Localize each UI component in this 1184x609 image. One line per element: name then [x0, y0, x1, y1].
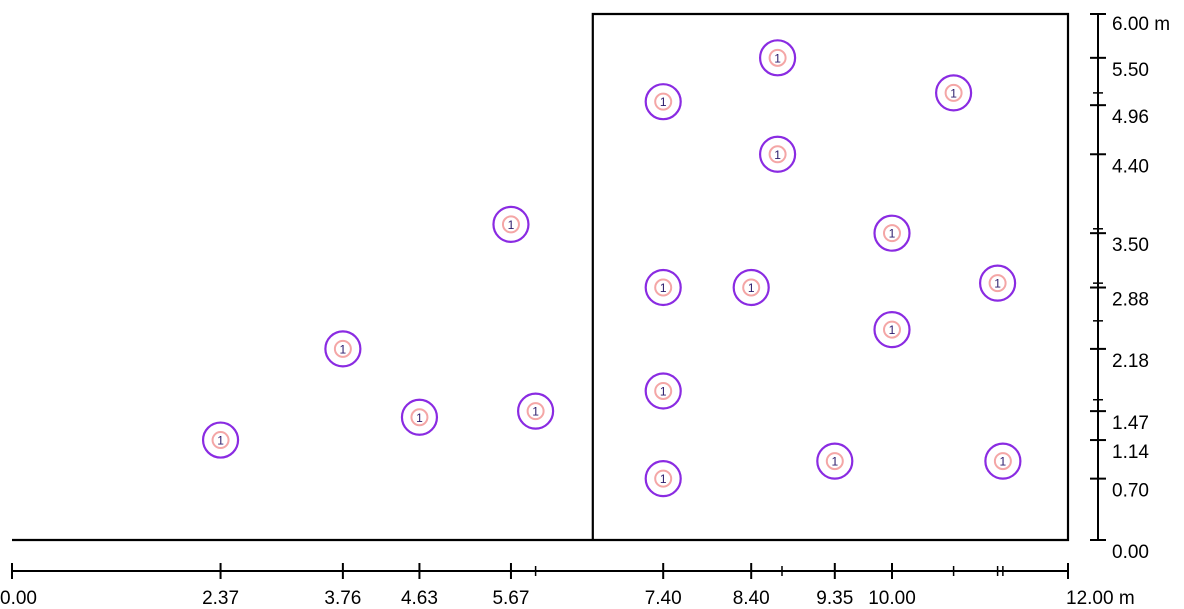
luminaire-label: 1: [508, 218, 515, 232]
luminaire-core: [883, 224, 901, 243]
luminaire-ring: [400, 398, 439, 436]
luminaire-core: [410, 408, 429, 427]
luminaire-label: 1: [1000, 455, 1007, 469]
luminaire-core: [654, 469, 673, 488]
luminaire-ring: [984, 442, 1022, 480]
luminaire-ring: [644, 268, 682, 307]
luminaire-label: 1: [748, 281, 755, 295]
luminaire-core: [944, 83, 963, 102]
y-axis-tick-label: 2.18: [1112, 351, 1149, 372]
luminaire-label: 1: [994, 277, 1001, 291]
room-outline: [12, 12, 1070, 542]
luminaire-11: 1: [758, 39, 797, 77]
luminaire-ring: [492, 205, 530, 243]
luminaire-core: [654, 381, 673, 400]
luminaire-ring: [873, 214, 911, 252]
luminaire-12: 1: [758, 135, 797, 173]
luminaire-4: 1: [492, 205, 530, 243]
luminaire-15: 1: [873, 311, 911, 349]
luminaire-9: 1: [644, 460, 682, 498]
luminaire-ring: [758, 135, 797, 173]
y-axis-tick-label: 4.40: [1112, 156, 1149, 177]
luminaires-layer: 1 1 1 1 1 1 1 1 1 1 1 1 1 1 1 1 1 1: [201, 39, 1022, 498]
y-axis-tick-label: 2.88: [1112, 290, 1149, 311]
luminaire-ring: [978, 264, 1017, 302]
x-dimension-axis: 0.00 2.37 3.76 4.63 5.67 7.40 8.40 9.35 10.00 12.…: [0, 563, 1135, 609]
luminaire-core: [211, 431, 230, 450]
y-axis-tick-label: 0.70: [1112, 481, 1149, 502]
luminaire-7: 1: [644, 268, 682, 307]
x-axis-tick-label: 4.63: [401, 588, 438, 609]
luminaire-2: 1: [324, 330, 362, 368]
luminaire-label: 1: [660, 281, 667, 295]
y-axis-tick-label: 0.00: [1112, 542, 1149, 563]
luminaire-3: 1: [400, 398, 439, 436]
luminaire-ring: [324, 330, 362, 368]
luminaire-label: 1: [889, 323, 896, 337]
luminaire-label: 1: [340, 342, 347, 356]
y-dimension-axis: 0.00 0.70 1.14 1.47 2.18 2.88 3.50 4.40 4.96 5.50…: [1090, 13, 1170, 563]
luminaire-core: [742, 278, 761, 297]
luminaire-core: [768, 48, 787, 67]
y-axis-tick-label: 4.96: [1112, 107, 1149, 128]
luminaire-label: 1: [660, 95, 667, 109]
luminaire-label: 1: [889, 227, 896, 241]
luminaire-label: 1: [831, 455, 838, 469]
luminaire-core: [333, 339, 352, 358]
luminaire-core: [825, 452, 844, 471]
x-axis-tick-label: 10.00: [868, 588, 916, 609]
luminaire-label: 1: [774, 148, 781, 162]
luminaire-label: 1: [416, 411, 423, 425]
luminaire-core: [501, 215, 520, 234]
luminaire-10: 1: [732, 268, 770, 307]
luminaire-label: 1: [660, 472, 667, 486]
luminaire-ring: [873, 311, 911, 349]
luminaire-label: 1: [774, 51, 781, 65]
luminaire-ring: [758, 39, 797, 77]
luminaire-1: 1: [201, 421, 240, 459]
luminaire-core: [988, 274, 1007, 293]
x-axis-tick-label: 3.76: [324, 588, 361, 609]
luminaire-label: 1: [532, 405, 539, 419]
luminaire-core: [768, 145, 787, 164]
luminaire-core: [654, 92, 673, 111]
x-axis-tick-label: 8.40: [733, 588, 770, 609]
luminaire-ring: [644, 372, 682, 410]
x-axis-tick-label: 5.67: [492, 588, 529, 609]
luminaire-14: 1: [873, 214, 911, 252]
luminaire-5: 1: [516, 392, 555, 430]
luminaire-label: 1: [660, 384, 667, 398]
y-axis-tick-label: 3.50: [1112, 235, 1149, 256]
luminaire-core: [883, 320, 901, 339]
x-axis-tick-label: 0.00: [0, 588, 37, 609]
x-axis-tick-label: 7.40: [645, 588, 682, 609]
luminaire-ring: [934, 74, 973, 112]
luminaire-ring: [201, 421, 240, 459]
luminaire-core: [526, 402, 545, 421]
luminaire-8: 1: [644, 372, 682, 410]
luminaire-6: 1: [644, 83, 682, 121]
y-axis-tick-label: 5.50: [1112, 60, 1149, 81]
luminaire-core: [993, 452, 1012, 471]
luminaire-ring: [644, 460, 682, 498]
luminaire-core: [654, 278, 673, 297]
y-axis-tick-label: 6.00 m: [1112, 14, 1170, 35]
room-outline-layer: [12, 12, 1070, 542]
luminaire-ring: [816, 442, 854, 480]
x-axis-tick-label: 12.00 m: [1066, 588, 1135, 609]
x-axis-tick-label: 9.35: [816, 588, 853, 609]
luminaire-ring: [732, 268, 770, 307]
luminaire-17: 1: [978, 264, 1017, 302]
luminaire-label: 1: [950, 86, 957, 100]
luminaire-13: 1: [816, 442, 854, 480]
luminaire-16: 1: [934, 74, 973, 112]
luminaire-18: 1: [984, 442, 1022, 480]
luminaire-label: 1: [217, 434, 224, 448]
y-axis-tick-label: 1.14: [1112, 442, 1149, 463]
y-axis-tick-label: 1.47: [1112, 413, 1149, 434]
luminaire-ring: [516, 392, 555, 430]
x-axis-tick-label: 2.37: [202, 588, 239, 609]
luminaire-ring: [644, 83, 682, 121]
